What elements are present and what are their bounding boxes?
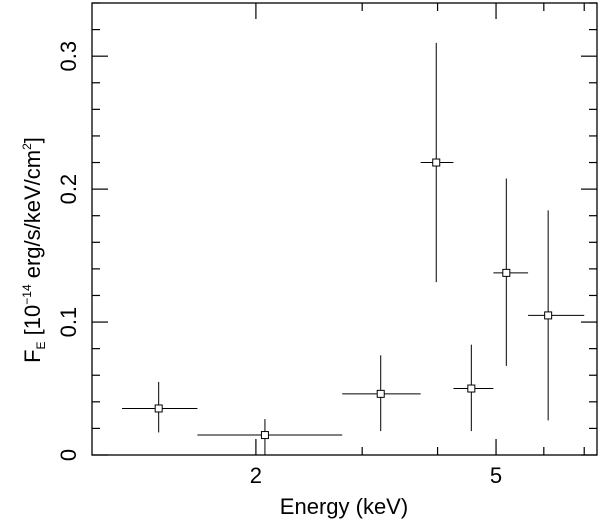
data-point-marker [432,158,441,167]
axis-tick-labels: 2 5 0 0.1 0.2 0.3 [56,41,502,488]
y-axis-title: FE [10−14 erg/s/keV/cm2] [20,137,48,363]
data-point-marker [260,431,269,440]
x-axis-title: Energy (keV) [280,494,408,519]
y-tick-label: 0.3 [56,41,81,72]
y-tick-label: 0 [56,449,81,461]
data-point-marker [544,311,553,320]
x-tick-label: 5 [490,463,502,488]
data-point-marker [467,384,476,393]
data-point-marker [376,389,385,398]
axis-ticks [92,2,597,456]
y-tick-label: 0.2 [56,174,81,205]
data-points [122,42,585,455]
x-tick-label: 2 [250,463,262,488]
y-tick-label: 0.1 [56,307,81,338]
data-point-marker [154,404,163,413]
data-point-marker [502,268,511,277]
plot-frame [91,2,598,456]
